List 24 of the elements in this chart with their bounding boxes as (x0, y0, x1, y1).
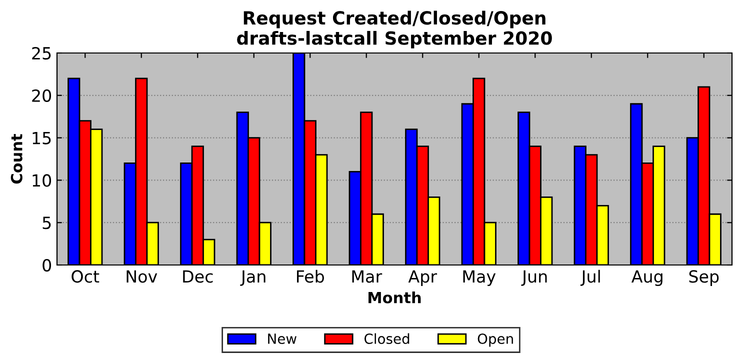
legend-label: Closed (364, 333, 410, 344)
y-tick-label: 0 (42, 258, 52, 272)
x-tick-label: May (463, 270, 496, 286)
y-axis-title: Count (10, 134, 22, 184)
x-tick-label: Nov (126, 270, 158, 283)
x-tick-label: Dec (183, 270, 213, 283)
x-tick-label: Mar (352, 270, 382, 283)
x-axis-title: Month (368, 292, 421, 304)
x-tick-label: Apr (408, 270, 438, 286)
y-tick-label: 10 (32, 174, 52, 187)
x-tick-label: Sep (689, 270, 719, 286)
x-tick-label: Jun (521, 270, 547, 286)
y-tick-label: 20 (32, 89, 52, 102)
x-tick-label: Oct (72, 270, 100, 283)
x-tick-label: Feb (297, 270, 324, 283)
x-tick-label: Jan (240, 270, 266, 286)
x-tick-label: Aug (631, 270, 662, 286)
x-tick-label: Jul (580, 270, 600, 286)
y-tick-label: 15 (32, 132, 51, 144)
y-tick-label: 25 (32, 46, 51, 60)
y-tick-label: 5 (42, 216, 51, 230)
legend-label: New (268, 334, 296, 344)
chart-title: Request Created/Closed/Open drafts-lastcall September 2020 (237, 10, 552, 48)
legend-label: Open (478, 334, 513, 347)
